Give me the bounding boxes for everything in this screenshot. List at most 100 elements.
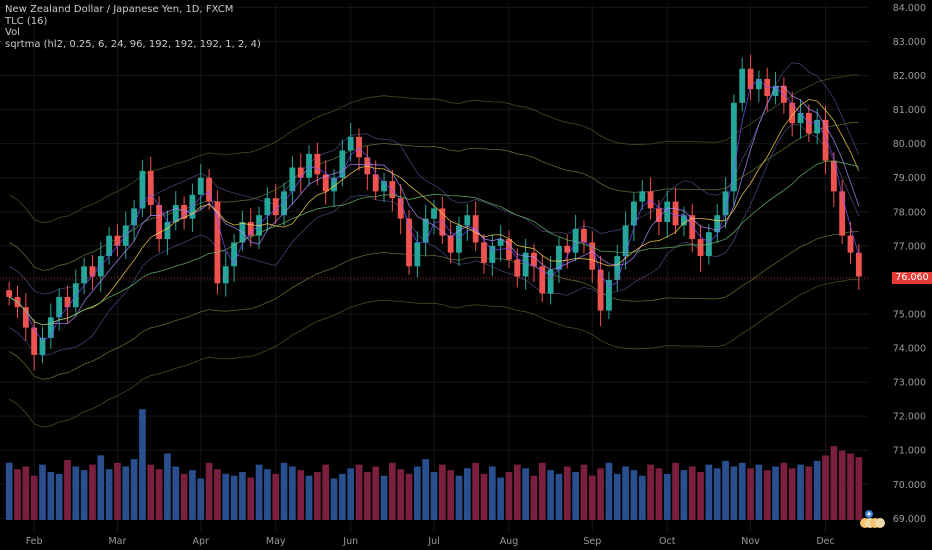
candle-body xyxy=(606,279,612,311)
volume-bar xyxy=(805,466,813,520)
volume-bar xyxy=(838,450,846,520)
candle-body xyxy=(297,167,304,178)
volume-bar xyxy=(114,462,121,520)
volume-bar xyxy=(372,466,380,520)
candle-body xyxy=(680,215,687,226)
candle-body xyxy=(64,296,71,308)
volume-bar xyxy=(314,472,321,520)
indicator-sqrtma[interactable]: sqrtma (hl2, 0.25, 6, 24, 96, 192, 192, … xyxy=(5,38,261,50)
volume-bar xyxy=(630,470,638,520)
price-tick-label: 72.000 xyxy=(893,412,926,423)
candle-body xyxy=(431,208,437,219)
candle-body xyxy=(356,136,362,158)
candle-body xyxy=(664,201,671,223)
time-tick-label: Jun xyxy=(342,536,358,547)
candle-body xyxy=(89,266,96,277)
volume-bar xyxy=(713,468,721,520)
last-price-tag: 76.060 xyxy=(892,271,932,284)
price-tick-label: 83.000 xyxy=(893,37,926,48)
candle-body xyxy=(639,191,646,202)
candle-body xyxy=(589,242,596,270)
candle-body xyxy=(722,191,729,216)
time-tick-label: Nov xyxy=(741,536,760,547)
candle-body xyxy=(106,235,113,257)
price-tick-label: 78.000 xyxy=(893,207,926,218)
volume-bar xyxy=(605,462,613,520)
candle-body xyxy=(622,225,629,257)
volume-bar xyxy=(822,455,829,520)
volume-bar xyxy=(422,459,430,520)
band-line xyxy=(8,122,859,271)
candle-body xyxy=(231,242,237,267)
candle-body xyxy=(755,78,762,90)
volume-bar xyxy=(239,472,246,520)
volume-bar xyxy=(672,462,679,520)
volume-bar xyxy=(755,464,763,520)
candle-body xyxy=(581,228,587,243)
volume-bar xyxy=(364,472,371,520)
volume-bar xyxy=(813,460,821,520)
candle-body xyxy=(847,235,854,253)
candle-body xyxy=(647,191,654,209)
volume-bar xyxy=(780,462,788,520)
candle-body xyxy=(655,208,662,223)
watermark-logo-icon[interactable] xyxy=(857,509,889,529)
indicator-vol[interactable]: Vol xyxy=(5,27,20,38)
volume-bar xyxy=(89,464,96,520)
volume-bar xyxy=(547,470,554,520)
volume-bar xyxy=(505,472,513,520)
volume-bar xyxy=(697,472,704,520)
volume-bar xyxy=(580,464,588,520)
candle-body xyxy=(739,68,746,103)
volume-bar xyxy=(688,466,696,520)
volume-bar xyxy=(39,464,46,520)
candle-body xyxy=(597,269,604,311)
volume-bar xyxy=(247,477,255,520)
volume-bar xyxy=(513,464,521,520)
candle-body xyxy=(447,235,454,253)
volume-bar xyxy=(680,470,688,520)
volume-bar xyxy=(380,475,388,520)
price-tick-label: 73.000 xyxy=(893,378,926,389)
volume-bar xyxy=(339,473,346,520)
ma-line xyxy=(8,160,859,326)
volume-bar xyxy=(64,460,71,520)
time-tick-label: Dec xyxy=(816,536,834,547)
volume-bar xyxy=(788,468,796,520)
candle-body xyxy=(672,201,679,226)
volume-bar xyxy=(80,470,88,520)
volume-bar xyxy=(763,470,771,520)
ma-line xyxy=(8,78,860,341)
time-tick-label: Feb xyxy=(26,536,43,547)
volume-bar xyxy=(655,468,663,520)
candle-body xyxy=(139,170,146,209)
time-tick-label: Jul xyxy=(427,536,439,547)
price-tick-label: 82.000 xyxy=(893,71,926,82)
candle-body xyxy=(814,119,821,134)
band-line xyxy=(8,231,859,380)
candle-body xyxy=(556,245,562,270)
candle-body xyxy=(439,208,446,236)
volume-bar xyxy=(555,473,563,520)
price-tick-label: 84.000 xyxy=(893,3,926,14)
volume-bar xyxy=(480,473,488,520)
volume-bar xyxy=(255,464,263,520)
volume-bar xyxy=(5,462,13,520)
candle-body xyxy=(855,252,862,277)
indicator-tlc[interactable]: TLC (16) xyxy=(5,15,48,27)
volume-bar xyxy=(355,464,363,520)
time-axis[interactable]: Feb Mar Apr May Jun Jul Aug Sep Oct Nov Dec xyxy=(26,536,835,547)
chart-legend: New Zealand Dollar / Japanese Yen, 1D, F… xyxy=(5,4,261,50)
symbol-title[interactable]: New Zealand Dollar / Japanese Yen, 1D, F… xyxy=(5,4,234,15)
volume-bar xyxy=(214,469,221,520)
candle-body xyxy=(531,252,537,267)
volume-bar xyxy=(438,464,446,520)
candle-body xyxy=(39,337,46,355)
candle-body xyxy=(289,167,296,192)
candle-body xyxy=(822,119,829,161)
candle-body xyxy=(547,269,554,294)
candle-body xyxy=(164,222,171,240)
price-tick-label: 77.000 xyxy=(893,241,926,252)
candle-body xyxy=(372,174,379,192)
